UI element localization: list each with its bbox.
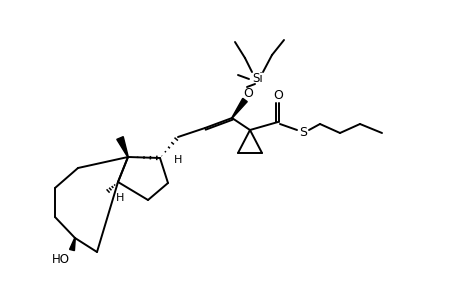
Polygon shape: [69, 238, 75, 250]
Text: Si: Si: [252, 71, 263, 85]
Text: HO: HO: [52, 254, 70, 266]
Text: H: H: [174, 155, 182, 165]
Text: O: O: [273, 88, 282, 101]
Text: H: H: [116, 193, 124, 203]
Polygon shape: [117, 136, 128, 157]
Text: S: S: [298, 127, 306, 140]
Text: O: O: [242, 86, 252, 100]
Polygon shape: [231, 98, 247, 118]
